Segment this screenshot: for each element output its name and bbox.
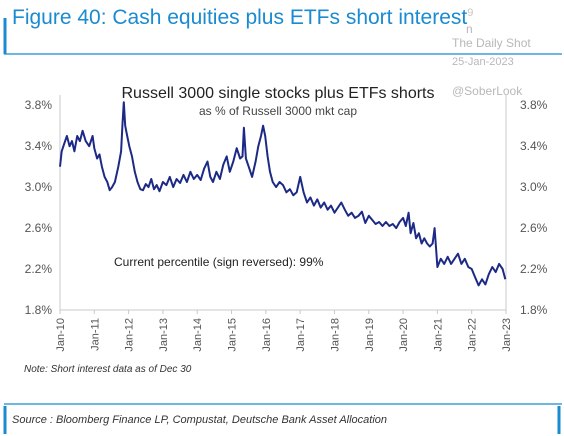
chart-title: Russell 3000 single stocks plus ETFs sho…	[121, 85, 434, 102]
x-tick-label: Jan-10	[55, 318, 67, 352]
y-tick-label-left: 3.8%	[25, 98, 53, 112]
x-tick-label: Jan-19	[364, 318, 376, 352]
x-tick-label: Jan-17	[295, 318, 307, 352]
chart-subtitle: as % of Russell 3000 mkt cap	[199, 104, 357, 118]
y-tick-label-right: 3.0%	[520, 180, 548, 194]
watermark-brand: The Daily Shot	[452, 36, 531, 50]
figure-title-superscript: 9	[467, 7, 474, 19]
x-tick-label: Jan-12	[124, 318, 136, 352]
y-tick-label-left: 3.0%	[25, 180, 53, 194]
x-tick-label: Jan-18	[329, 318, 341, 352]
x-tick-label: Jan-15	[227, 318, 239, 352]
y-tick-label-right: 1.8%	[520, 303, 548, 317]
y-tick-label-right: 3.8%	[520, 98, 548, 112]
series-line-0	[59, 101, 507, 287]
y-tick-label-left: 1.8%	[25, 303, 53, 317]
x-tick-label: Jan-23	[501, 318, 513, 352]
y-tick-label-left: 2.6%	[25, 221, 53, 235]
plot-area: 1.8% 1.8% 2.2% 2.2% 2.6% 2.6% 3.0% 3.0% 3.4% 3.4%…	[25, 95, 548, 352]
y-tick-label-right: 3.4%	[520, 139, 548, 153]
x-tick-label: Jan-13	[158, 318, 170, 352]
x-tick-label: Jan-20	[398, 318, 410, 352]
y-tick-label-right: 2.2%	[520, 262, 548, 276]
y-tick-label-left: 3.4%	[25, 139, 53, 153]
x-tick-label: Jan-22	[467, 318, 479, 352]
figure-title-text: Figure 40: Cash equities plus ETFs short…	[12, 6, 468, 29]
note-text: Note: Short interest data as of Dec 30	[24, 364, 192, 375]
x-tick-label: Jan-14	[192, 318, 204, 352]
watermark-date: 25-Jan-2023	[452, 56, 514, 68]
x-tick-label: Jan-11	[89, 318, 101, 351]
y-tick-label-left: 2.2%	[25, 262, 53, 276]
y-tick-label-right: 2.6%	[520, 221, 548, 235]
watermark-handle: @SoberLook	[452, 84, 523, 98]
figure-header: Figure 40: Cash equities plus ETFs short…	[0, 0, 564, 98]
chart-annotation: Current percentile (sign reversed): 99%	[114, 255, 324, 269]
x-tick-label: Jan-21	[432, 318, 444, 352]
figure-title: Figure 40: Cash equities plus ETFs short…	[12, 6, 473, 30]
source-text: Source : Bloomberg Finance LP, Compustat…	[12, 414, 388, 426]
x-tick-label: Jan-16	[261, 318, 273, 352]
watermark-fragment: n	[466, 22, 473, 36]
